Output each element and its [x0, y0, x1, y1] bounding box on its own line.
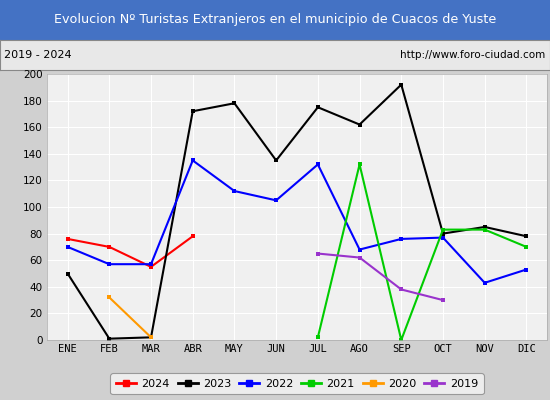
Text: Evolucion Nº Turistas Extranjeros en el municipio de Cuacos de Yuste: Evolucion Nº Turistas Extranjeros en el … — [54, 14, 496, 26]
Legend: 2024, 2023, 2022, 2021, 2020, 2019: 2024, 2023, 2022, 2021, 2020, 2019 — [111, 373, 483, 394]
Text: http://www.foro-ciudad.com: http://www.foro-ciudad.com — [400, 50, 546, 60]
Text: 2019 - 2024: 2019 - 2024 — [4, 50, 72, 60]
